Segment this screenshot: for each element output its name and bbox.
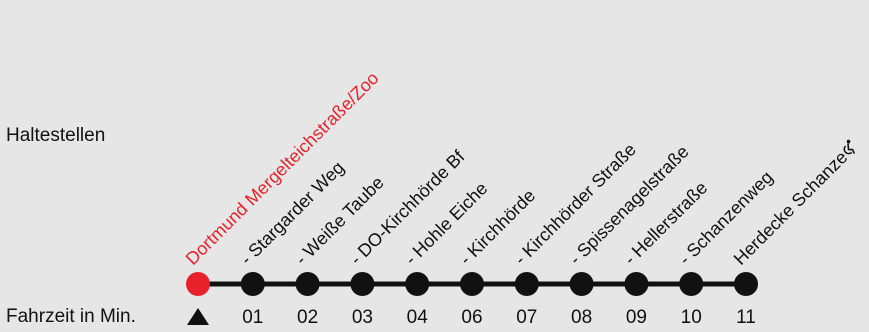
travel-time: 01 xyxy=(242,307,263,328)
stop-name-group: - Schanzenweg xyxy=(675,167,777,269)
travel-time: 11 xyxy=(736,307,756,328)
stop-marker xyxy=(514,272,539,296)
travel-time: 10 xyxy=(681,307,702,328)
fahrzeit-label: Fahrzeit in Min. xyxy=(6,306,136,327)
travel-time: 04 xyxy=(407,307,429,328)
stop-marker xyxy=(734,272,758,296)
haltestellen-label: Haltestellen xyxy=(6,125,106,146)
travel-time: 09 xyxy=(626,307,647,328)
stop-marker xyxy=(679,272,704,296)
stop-name-group: - Stargarder Weg xyxy=(236,157,348,269)
travel-time: 08 xyxy=(571,307,592,328)
travel-time: 02 xyxy=(297,307,318,328)
stop-name: Dortmund Mergelteichstraße/Zoo xyxy=(182,68,383,269)
stop-marker xyxy=(569,272,594,296)
stop-name-group: Dortmund Mergelteichstraße/Zoo xyxy=(182,68,383,269)
stop-name: - Schanzenweg xyxy=(675,167,777,269)
travel-times: 01 02 03 04 06 07 08 09 10 11 xyxy=(242,307,756,328)
stop-marker xyxy=(295,272,320,296)
triangle-up-icon xyxy=(187,308,209,325)
travel-time: 06 xyxy=(461,307,482,328)
travel-time: 03 xyxy=(352,307,373,328)
stop-names: Dortmund Mergelteichstraße/Zoo- Stargard… xyxy=(182,68,855,269)
stop-name: - Stargarder Weg xyxy=(236,157,348,269)
stop-marker xyxy=(240,272,265,296)
start-stop-marker xyxy=(186,272,210,296)
stop-marker xyxy=(405,272,430,296)
stop-marker xyxy=(624,272,649,296)
travel-time: 07 xyxy=(516,307,537,328)
wheelchair-icon xyxy=(843,139,855,155)
stops-layer xyxy=(186,272,758,296)
stop-marker xyxy=(460,272,484,296)
stop-marker xyxy=(350,272,375,296)
